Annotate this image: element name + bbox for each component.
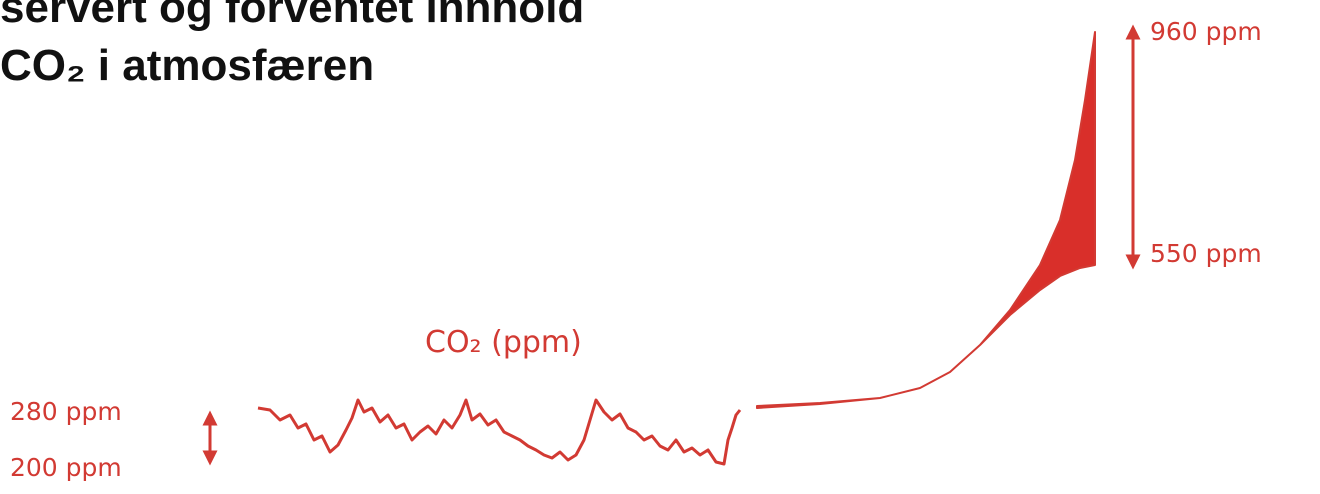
- projection-band: [756, 31, 1096, 409]
- high-top-label: 960 ppm: [1150, 17, 1262, 46]
- low-top-label: 280 ppm: [10, 397, 122, 426]
- high-bottom-label: 550 ppm: [1150, 239, 1262, 268]
- historic-curve: [257, 398, 742, 466]
- curve-label: CO₂ (ppm): [425, 325, 582, 360]
- title-line-1: servert og forventet innhold: [0, 0, 584, 32]
- title-line-2: CO₂ i atmosfæren: [0, 41, 374, 90]
- low-bottom-label: 200 ppm: [10, 453, 122, 482]
